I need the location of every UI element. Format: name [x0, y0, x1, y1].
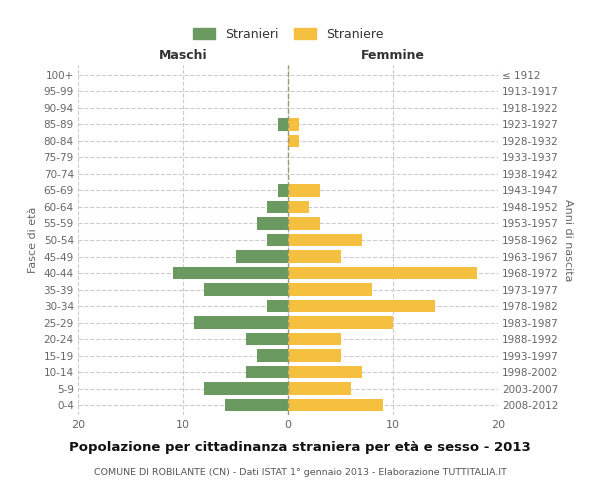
- Bar: [267, 300, 288, 312]
- Bar: [257, 350, 288, 362]
- Bar: [288, 184, 320, 196]
- Bar: [288, 316, 393, 328]
- Bar: [288, 218, 320, 230]
- Bar: [288, 201, 309, 213]
- Bar: [277, 118, 288, 130]
- Bar: [288, 234, 361, 246]
- Bar: [204, 284, 288, 296]
- Bar: [267, 201, 288, 213]
- Text: COMUNE DI ROBILANTE (CN) - Dati ISTAT 1° gennaio 2013 - Elaborazione TUTTITALIA.: COMUNE DI ROBILANTE (CN) - Dati ISTAT 1°…: [94, 468, 506, 477]
- Bar: [257, 218, 288, 230]
- Bar: [288, 333, 341, 345]
- Y-axis label: Anni di nascita: Anni di nascita: [563, 198, 573, 281]
- Bar: [193, 316, 288, 328]
- Bar: [235, 250, 288, 262]
- Legend: Stranieri, Straniere: Stranieri, Straniere: [189, 24, 387, 44]
- Bar: [204, 382, 288, 395]
- Bar: [246, 366, 288, 378]
- Text: Femmine: Femmine: [361, 48, 425, 62]
- Y-axis label: Fasce di età: Fasce di età: [28, 207, 38, 273]
- Bar: [288, 284, 372, 296]
- Bar: [288, 250, 341, 262]
- Text: Maschi: Maschi: [158, 48, 208, 62]
- Bar: [288, 382, 351, 395]
- Bar: [173, 267, 288, 279]
- Bar: [288, 300, 435, 312]
- Bar: [288, 135, 299, 147]
- Bar: [267, 234, 288, 246]
- Bar: [288, 366, 361, 378]
- Bar: [288, 350, 341, 362]
- Text: Popolazione per cittadinanza straniera per età e sesso - 2013: Popolazione per cittadinanza straniera p…: [69, 441, 531, 454]
- Bar: [225, 399, 288, 411]
- Bar: [288, 118, 299, 130]
- Bar: [277, 184, 288, 196]
- Bar: [288, 267, 477, 279]
- Bar: [288, 399, 383, 411]
- Bar: [246, 333, 288, 345]
